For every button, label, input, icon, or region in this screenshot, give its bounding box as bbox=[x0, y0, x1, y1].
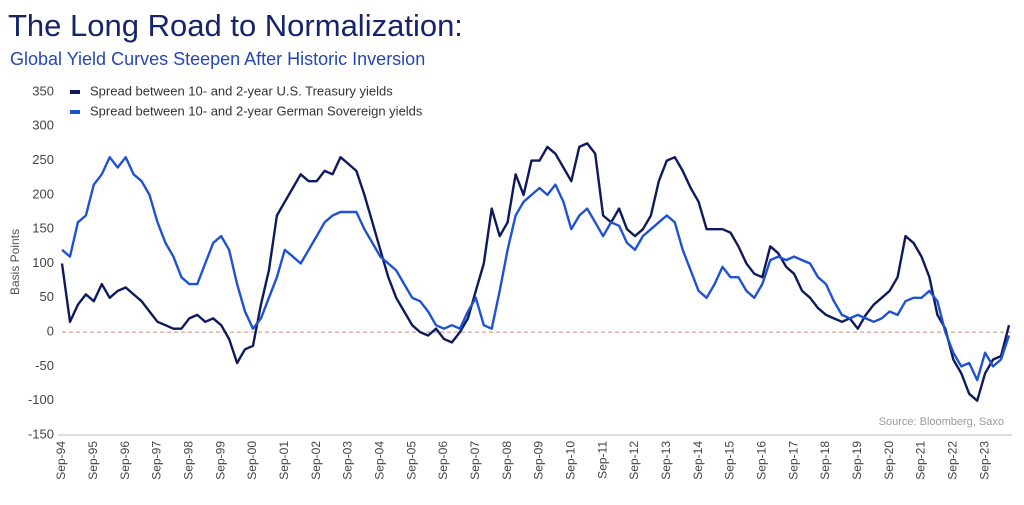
x-tick-label: Sep-16 bbox=[754, 441, 768, 480]
y-tick-label: 350 bbox=[32, 83, 54, 98]
x-tick-label: Sep-09 bbox=[532, 441, 546, 480]
legend-label: Spread between 10- and 2-year German Sov… bbox=[90, 103, 423, 118]
x-tick-label: Sep-98 bbox=[181, 441, 195, 480]
y-tick-label: 50 bbox=[40, 289, 54, 304]
x-tick-label: Sep-04 bbox=[372, 441, 386, 480]
x-tick-label: Sep-08 bbox=[500, 441, 514, 480]
x-tick-label: Sep-01 bbox=[277, 441, 291, 480]
x-tick-label: Sep-13 bbox=[659, 441, 673, 480]
y-axis-label: Basis Points bbox=[8, 229, 22, 295]
y-tick-label: -50 bbox=[35, 358, 54, 373]
x-tick-label: Sep-12 bbox=[627, 441, 641, 480]
x-tick-label: Sep-03 bbox=[341, 441, 355, 480]
chart-subtitle: Global Yield Curves Steepen After Histor… bbox=[10, 49, 425, 69]
chart-title: The Long Road to Normalization: bbox=[8, 8, 463, 43]
x-tick-label: Sep-00 bbox=[245, 441, 259, 480]
x-tick-label: Sep-18 bbox=[818, 441, 832, 480]
series-line bbox=[60, 142, 1011, 402]
x-tick-label: Sep-97 bbox=[150, 441, 164, 480]
x-tick-label: Sep-06 bbox=[436, 441, 450, 480]
y-tick-label: 250 bbox=[32, 152, 54, 167]
series-line bbox=[61, 156, 1011, 382]
x-tick-label: Sep-19 bbox=[850, 441, 864, 480]
x-tick-label: Sep-94 bbox=[54, 441, 68, 480]
x-tick-label: Sep-20 bbox=[882, 441, 896, 480]
y-tick-label: 0 bbox=[47, 324, 54, 339]
x-tick-label: Sep-14 bbox=[691, 441, 705, 480]
x-tick-label: Sep-21 bbox=[914, 441, 928, 480]
source-note: Source: Bloomberg, Saxo bbox=[879, 416, 1004, 428]
y-tick-label: 200 bbox=[32, 186, 54, 201]
y-tick-label: 300 bbox=[32, 118, 54, 133]
x-tick-label: Sep-17 bbox=[786, 441, 800, 480]
x-tick-label: Sep-22 bbox=[945, 441, 959, 480]
x-tick-label: Sep-15 bbox=[723, 441, 737, 480]
x-tick-label: Sep-02 bbox=[309, 441, 323, 480]
y-tick-label: -100 bbox=[28, 392, 54, 407]
y-tick-label: 150 bbox=[32, 221, 54, 236]
y-tick-label: -150 bbox=[28, 426, 54, 441]
y-tick-label: 100 bbox=[32, 255, 54, 270]
x-tick-label: Sep-10 bbox=[563, 441, 577, 480]
x-tick-label: Sep-11 bbox=[595, 441, 609, 479]
x-tick-label: Sep-96 bbox=[118, 441, 132, 480]
x-tick-label: Sep-07 bbox=[468, 441, 482, 480]
x-tick-label: Sep-05 bbox=[404, 441, 418, 480]
x-tick-label: Sep-23 bbox=[977, 441, 991, 480]
x-tick-label: Sep-95 bbox=[86, 441, 100, 480]
x-tick-label: Sep-99 bbox=[213, 441, 227, 480]
legend-label: Spread between 10- and 2-year U.S. Treas… bbox=[90, 83, 393, 98]
